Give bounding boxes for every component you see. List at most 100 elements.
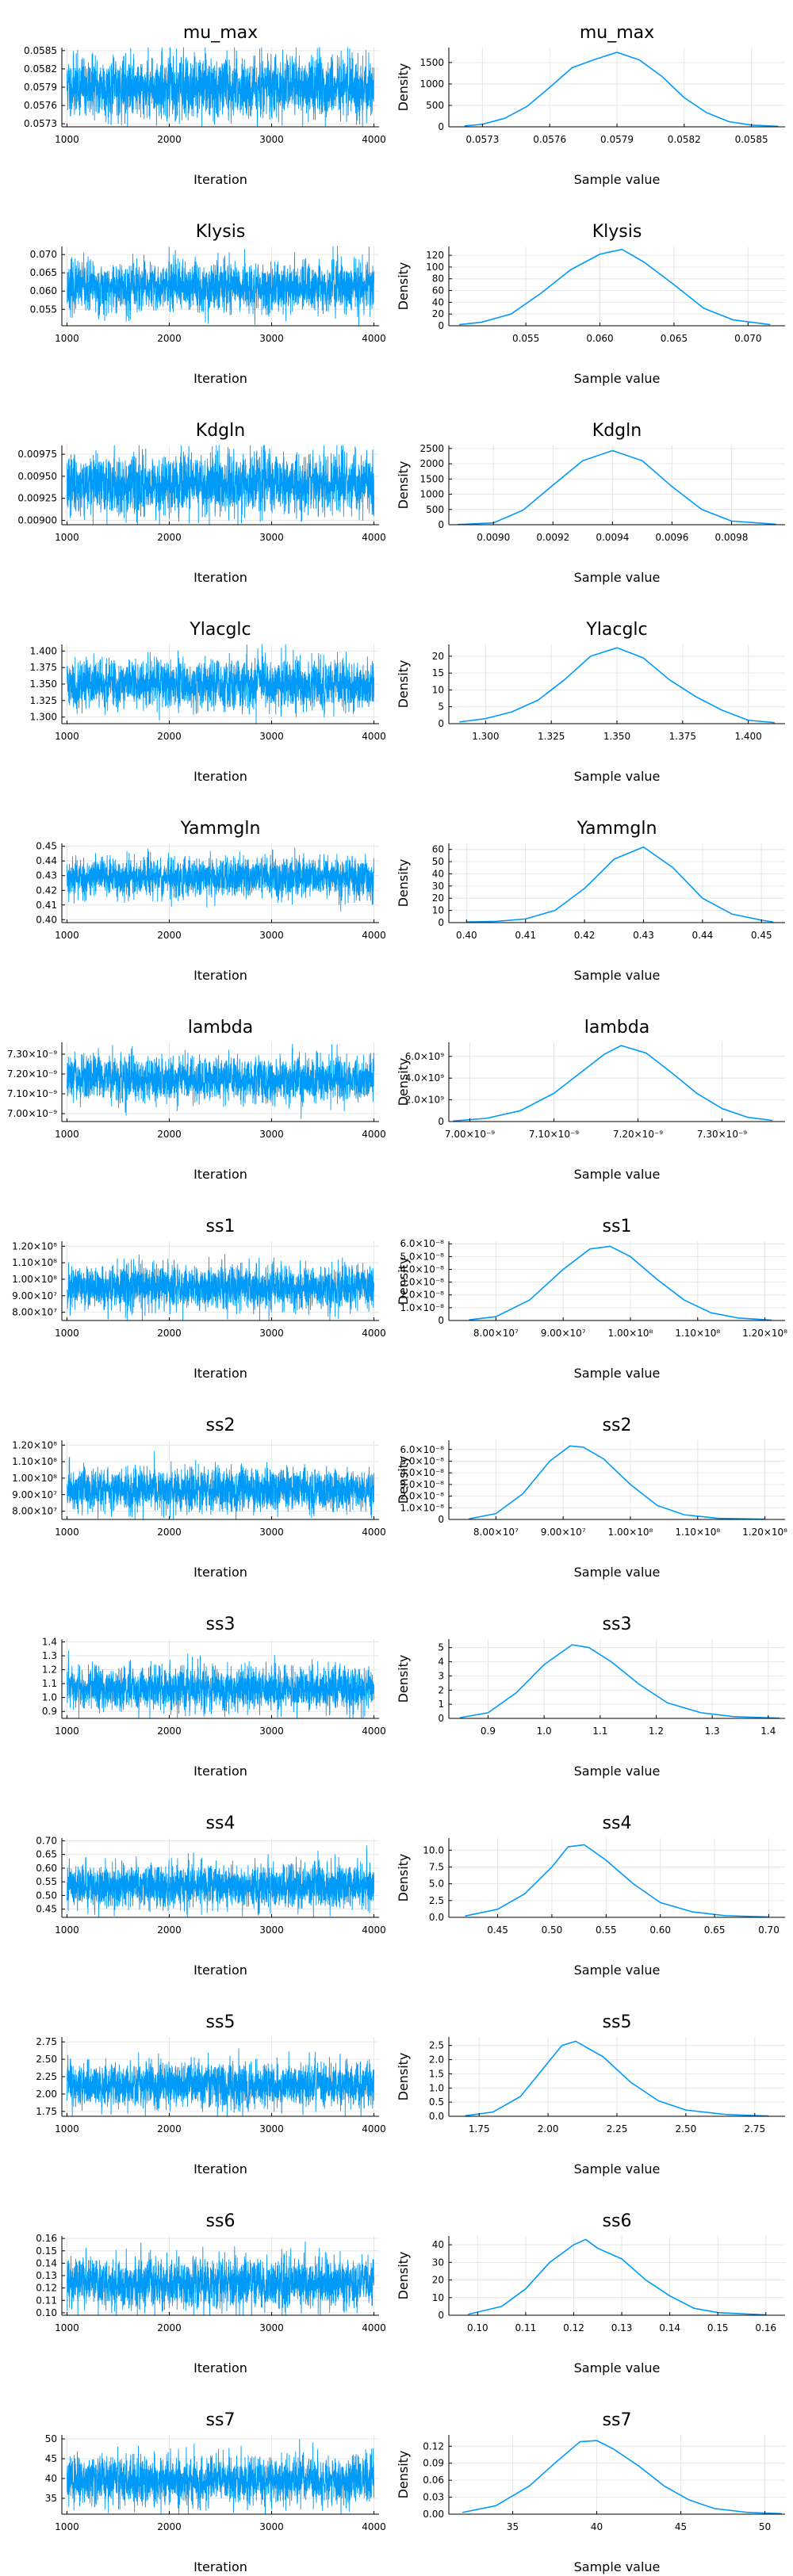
y-tick-label: 0.42 [36, 885, 57, 896]
x-axis-label: Sample value [574, 2559, 661, 2574]
y-tick-label: 0 [438, 1116, 444, 1127]
panel-title: ss3 [603, 1615, 632, 1634]
trace-plot-ss5: 1000 2000 3000 4000 1.75 2.00 2.25 2.50 2.75 ss5 I… [36, 2012, 386, 2177]
y-tick-label: 0.060 [30, 285, 57, 296]
panel-title: Klysis [196, 222, 246, 242]
x-tick-label: 7.10×10⁻⁹ [529, 1129, 579, 1140]
x-tick-label: 4000 [362, 1129, 386, 1140]
panel-title: ss7 [206, 2410, 236, 2430]
x-tick-label: 0.12 [563, 2322, 584, 2333]
density-plot-ss1: 8.00×10⁷ 9.00×10⁷ 1.00×10⁸ 1.10×10⁸ 1.20×10⁸… [396, 1217, 787, 1381]
density-plot-Kdgln: 0.0090 0.0092 0.0094 0.0096 0.0098 0 500 1000 15… [396, 421, 785, 585]
y-tick-label: 1.20×10⁸ [12, 1240, 57, 1252]
y-tick-label: 0.0 [429, 1912, 444, 1923]
x-tick-label: 1000 [55, 1527, 79, 1538]
density-series-line [469, 1245, 772, 1321]
density-series-line [468, 2238, 766, 2316]
y-axis-label: Density [396, 1058, 411, 1106]
x-tick-label: 1.4 [760, 1726, 776, 1737]
trace-plot-lambda: 1000 2000 3000 4000 7.00×10⁻⁹ 7.10×10⁻⁹ 7.20×1… [7, 1018, 386, 1182]
x-tick-label: 1.75 [469, 2123, 490, 2135]
y-tick-label: 4.0×10⁹ [405, 1072, 444, 1084]
x-axis-label: Iteration [193, 371, 247, 386]
x-tick-label: 7.00×10⁻⁹ [445, 1129, 495, 1140]
x-tick-label: 45 [675, 2521, 687, 2532]
y-tick-label: 0.50 [36, 1890, 57, 1901]
y-tick-label: 1.00×10⁸ [12, 1274, 57, 1285]
y-tick-label: 1.10×10⁸ [12, 1456, 57, 1467]
y-tick-label: 30 [432, 881, 444, 892]
y-tick-label: 2.0 [429, 2054, 444, 2066]
trace-series-line [67, 1043, 374, 1119]
x-tick-label: 3000 [259, 532, 284, 543]
x-axis-label: Iteration [193, 1565, 247, 1580]
y-tick-label: 1.300 [30, 712, 57, 723]
x-tick-label: 4000 [362, 2123, 386, 2135]
trace-series-line [67, 1450, 374, 1520]
y-tick-label: 0.55 [36, 1876, 57, 1887]
y-tick-label: 60 [432, 285, 444, 296]
x-tick-label: 4000 [362, 532, 386, 543]
y-tick-label: 6.0×10⁹ [405, 1051, 444, 1062]
x-tick-label: 2000 [157, 2123, 182, 2135]
y-axis-label: Density [396, 1655, 411, 1703]
x-tick-label: 1.0 [537, 1726, 552, 1737]
y-tick-label: 0 [438, 1315, 444, 1326]
grid-lines [449, 843, 785, 923]
panel-title: ss1 [603, 1217, 632, 1236]
y-tick-label: 0 [438, 1713, 444, 1724]
x-tick-label: 1.10×10⁸ [675, 1328, 720, 1339]
y-tick-label: 1.75 [36, 2106, 57, 2117]
x-axis-label: Sample value [574, 570, 661, 585]
x-axis-label: Iteration [193, 1963, 247, 1978]
x-tick-label: 1000 [55, 2322, 79, 2333]
x-tick-label: 3000 [259, 731, 284, 742]
x-tick-label: 3000 [259, 1924, 284, 1936]
y-tick-label: 5 [438, 1642, 444, 1653]
density-series-line [453, 1045, 773, 1122]
x-tick-label: 2000 [157, 731, 182, 742]
trace-series-line [67, 1845, 374, 1918]
y-tick-label: 1000 [419, 489, 444, 500]
x-tick-label: 4000 [362, 2322, 386, 2333]
y-axis-label: Density [396, 2053, 411, 2101]
trace-plot-Yammgln: 1000 2000 3000 4000 0.40 0.41 0.42 0.43 0.44 0.45… [36, 819, 386, 983]
x-tick-label: 35 [507, 2521, 519, 2532]
y-tick-label: 40 [432, 2239, 444, 2250]
y-tick-label: 0.0579 [24, 82, 57, 93]
y-tick-label: 0.15 [36, 2245, 57, 2257]
x-tick-label: 1000 [55, 1726, 79, 1737]
y-tick-label: 0.9 [42, 1706, 57, 1717]
y-tick-label: 5.0×10⁻⁸ [400, 1251, 444, 1262]
x-tick-label: 0.0579 [600, 134, 634, 145]
y-tick-label: 0 [438, 519, 444, 530]
x-tick-label: 0.055 [512, 333, 539, 344]
y-tick-label: 6.0×10⁻⁸ [400, 1444, 444, 1455]
y-tick-label: 5.0×10⁻⁸ [400, 1455, 444, 1466]
y-tick-label: 2.75 [36, 2036, 57, 2047]
density-series-line [469, 1445, 765, 1520]
y-tick-label: 2.0×10⁹ [405, 1095, 444, 1106]
trace-plot-ss7: 1000 2000 3000 4000 35 40 45 50 ss7 Iteration [45, 2410, 386, 2574]
y-tick-label: 4.0×10⁻⁸ [400, 1467, 444, 1478]
x-tick-label: 1000 [55, 532, 79, 543]
x-tick-label: 0.45 [751, 930, 772, 941]
y-tick-label: 1.400 [30, 645, 57, 656]
x-tick-label: 7.30×10⁻⁹ [697, 1129, 747, 1140]
y-tick-label: 0.0576 [24, 100, 57, 111]
density-plot-ss2: 8.00×10⁷ 9.00×10⁷ 1.00×10⁸ 1.10×10⁸ 1.20×10⁸… [396, 1416, 787, 1580]
y-tick-label: 1.1 [42, 1678, 57, 1689]
y-tick-label: 1500 [419, 473, 444, 484]
y-tick-label: 0.06 [423, 2475, 444, 2486]
panel-title: Yammgln [577, 819, 657, 839]
x-tick-label: 2000 [157, 532, 182, 543]
y-axis-label: Density [396, 2451, 411, 2499]
y-tick-label: 45 [45, 2453, 57, 2464]
x-tick-label: 0.065 [661, 333, 688, 344]
y-tick-label: 1.0×10⁻⁸ [400, 1502, 444, 1513]
x-tick-label: 1.3 [705, 1726, 720, 1737]
y-tick-label: 2.50 [36, 2054, 57, 2065]
x-axis-label: Sample value [574, 2360, 661, 2375]
y-tick-label: 0 [438, 1514, 444, 1525]
